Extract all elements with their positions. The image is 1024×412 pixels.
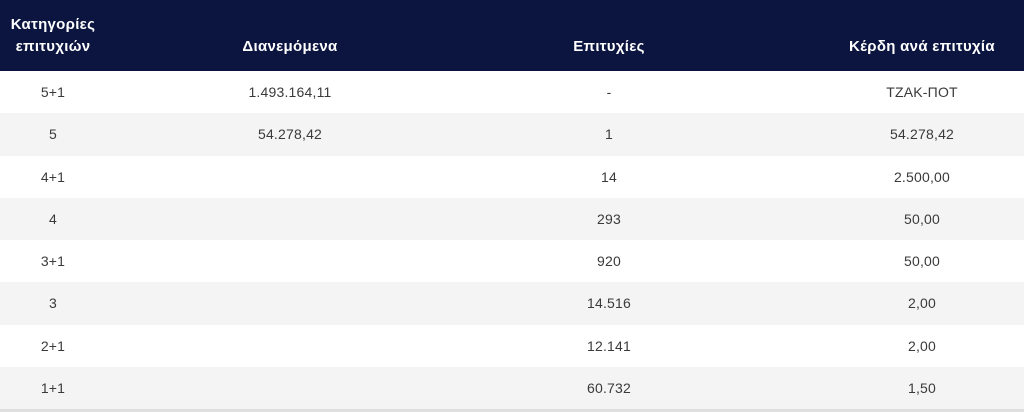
cell-category: 2+1 (0, 324, 106, 367)
table-row: 1+1 60.732 1,50 (0, 366, 1024, 409)
cell-distributed (106, 324, 474, 367)
table-row: 2+1 12.141 2,00 (0, 324, 1024, 367)
cell-prize: 2,00 (744, 324, 1024, 367)
cell-winners: 14 (474, 155, 744, 198)
cell-winners: 12.141 (474, 324, 744, 367)
cell-category: 1+1 (0, 366, 106, 409)
table-row: 5 54.278,42 1 54.278,42 (0, 113, 1024, 156)
cell-distributed (106, 155, 474, 198)
cell-distributed (106, 240, 474, 283)
cell-winners: 920 (474, 240, 744, 283)
column-header-distributed: Διανεμόμενα (106, 0, 474, 71)
table-row: 3+1 920 50,00 (0, 240, 1024, 283)
cell-distributed (106, 366, 474, 409)
cell-category: 3+1 (0, 240, 106, 283)
cell-category: 5 (0, 113, 106, 156)
cell-prize: 54.278,42 (744, 113, 1024, 156)
table-header: Κατηγορίες επιτυχιών Διανεμόμενα Επιτυχί… (0, 0, 1024, 71)
column-header-categories: Κατηγορίες επιτυχιών (0, 0, 106, 71)
table-row: 4+1 14 2.500,00 (0, 155, 1024, 198)
table-body: 5+1 1.493.164,11- ΤΖΑΚ-ΠΟΤ 5 54.278,42 1 54.27… (0, 71, 1024, 409)
cell-prize: 1,50 (744, 366, 1024, 409)
cell-winners: 60.732 (474, 366, 744, 409)
cell-winners: - (474, 71, 744, 114)
column-header-winners: Επιτυχίες (474, 0, 744, 71)
cell-prize: 2.500,00 (744, 155, 1024, 198)
cell-distributed (106, 197, 474, 240)
column-header-prize-per-win: Κέρδη ανά επιτυχία (744, 0, 1024, 71)
cell-prize: 2,00 (744, 282, 1024, 325)
cell-distributed: 1.493.164,11 (106, 71, 474, 114)
table-row: 5+1 1.493.164,11- ΤΖΑΚ-ΠΟΤ (0, 71, 1024, 114)
cell-category: 4+1 (0, 155, 106, 198)
table-row: 4 293 50,00 (0, 197, 1024, 240)
cell-winners: 293 (474, 197, 744, 240)
cell-prize: ΤΖΑΚ-ΠΟΤ (744, 71, 1024, 114)
cell-category: 5+1 (0, 71, 106, 114)
cell-winners: 14.516 (474, 282, 744, 325)
table-header-row: Κατηγορίες επιτυχιών Διανεμόμενα Επιτυχί… (0, 0, 1024, 71)
cell-distributed (106, 282, 474, 325)
cell-category: 3 (0, 282, 106, 325)
cell-category: 4 (0, 197, 106, 240)
cell-prize: 50,00 (744, 240, 1024, 283)
cell-prize: 50,00 (744, 197, 1024, 240)
cell-distributed: 54.278,42 (106, 113, 474, 156)
table-row: 3 14.516 2,00 (0, 282, 1024, 325)
cell-winners: 1 (474, 113, 744, 156)
